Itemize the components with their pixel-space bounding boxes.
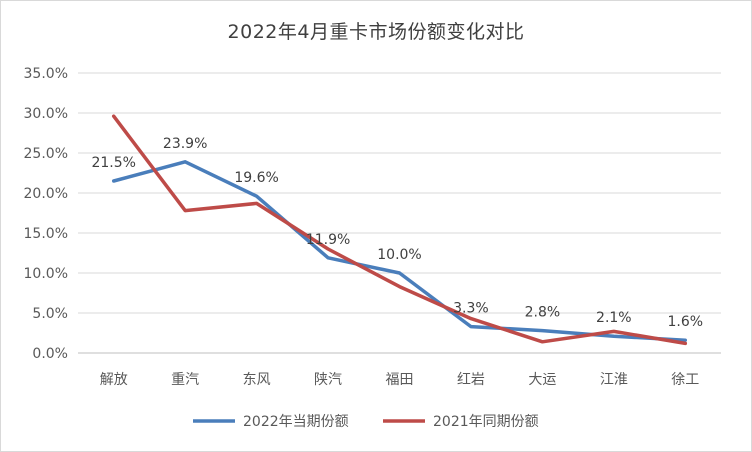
data-label: 23.9% [163, 136, 207, 152]
data-label: 2.8% [525, 305, 561, 321]
x-tick-label: 红岩 [457, 372, 485, 388]
chart-title: 2022年4月重卡市场份额变化对比 [227, 21, 525, 43]
data-label: 19.6% [234, 170, 278, 186]
y-tick-label: 10.0% [24, 266, 68, 282]
x-tick-label: 江淮 [600, 372, 628, 388]
x-tick-label: 徐工 [671, 372, 699, 388]
y-tick-label: 0.0% [32, 346, 68, 362]
y-tick-label: 5.0% [32, 306, 68, 322]
y-tick-label: 15.0% [24, 226, 68, 242]
data-label: 2.1% [596, 310, 632, 326]
y-tick-label: 35.0% [24, 66, 68, 82]
x-tick-label: 解放 [100, 372, 128, 388]
y-tick-label: 25.0% [24, 146, 68, 162]
y-tick-label: 20.0% [24, 186, 68, 202]
data-label: 21.5% [91, 155, 135, 171]
x-tick-label: 东风 [243, 372, 271, 388]
data-label: 11.9% [306, 232, 350, 248]
x-tick-label: 陕汽 [314, 372, 342, 388]
data-label: 3.3% [453, 301, 489, 317]
legend-label-2: 2021年同期份额 [433, 414, 539, 430]
y-tick-label: 30.0% [24, 106, 68, 122]
x-tick-label: 重汽 [171, 372, 199, 388]
x-tick-label: 福田 [386, 372, 414, 388]
data-label: 10.0% [377, 247, 421, 263]
x-tick-label: 大运 [528, 372, 556, 388]
legend-label-1: 2022年当期份额 [243, 414, 349, 430]
series-line-2 [111, 114, 688, 346]
data-label: 1.6% [667, 314, 703, 330]
